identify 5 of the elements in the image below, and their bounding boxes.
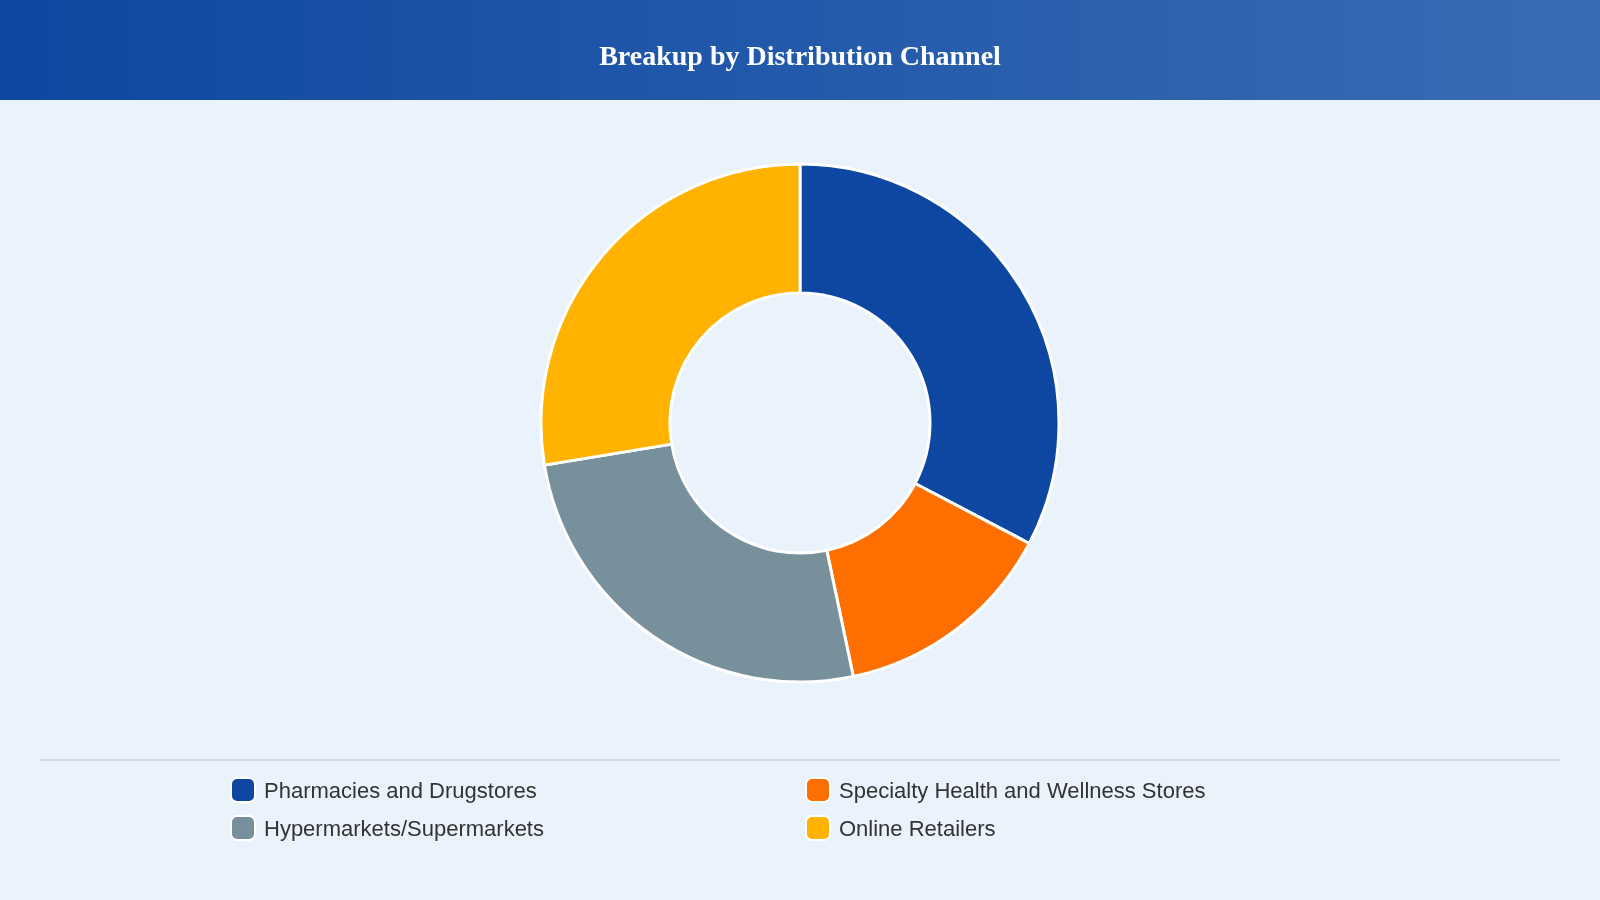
chart-title: Breakup by Distribution Channel (599, 39, 1002, 71)
legend-label: Pharmacies and Drugstores (264, 777, 537, 803)
legend-label: Online Retailers (839, 815, 996, 841)
legend-label: Specialty Health and Wellness Stores (839, 777, 1206, 803)
legend-label: Hypermarkets/Supermarkets (264, 815, 544, 841)
